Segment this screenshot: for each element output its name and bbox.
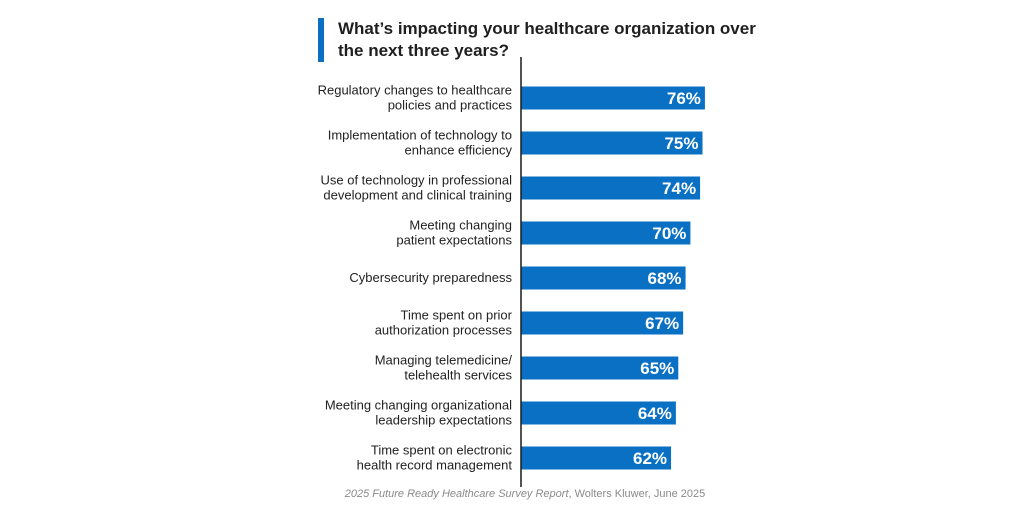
category-label-line: Cybersecurity preparedness (349, 270, 512, 285)
bar-8 (521, 401, 676, 425)
category-label-9: Time spent on electronic health record ma… (357, 443, 513, 473)
category-label-line: policies and practices (388, 98, 513, 113)
bar-7 (521, 356, 679, 380)
category-label-1: Regulatory changes to healthcare policies… (318, 83, 513, 113)
value-label-7: 65% (640, 359, 674, 378)
bar-1 (521, 86, 705, 110)
category-label-line: telehealth services (404, 368, 512, 383)
category-label-2: Implementation of technology to enhance e… (328, 128, 513, 158)
bar-3 (521, 176, 701, 200)
category-label-line: patient expectations (396, 233, 512, 248)
category-label-line: Meeting changing (409, 218, 512, 233)
source-note: 2025 Future Ready Healthcare Survey Repo… (300, 488, 750, 500)
value-label-2: 75% (664, 134, 698, 153)
bar-4 (521, 221, 691, 245)
category-label-7: Managing telemedicine/telehealth service… (375, 353, 513, 383)
category-label-line: development and clinical training (323, 188, 512, 203)
value-label-4: 70% (652, 224, 686, 243)
value-label-5: 68% (648, 269, 682, 288)
category-label-line: health record management (357, 458, 513, 473)
category-label-line: Meeting changing organizational (325, 398, 512, 413)
value-label-8: 64% (638, 404, 672, 423)
value-label-6: 67% (645, 314, 679, 333)
bar-5 (521, 266, 686, 290)
category-label-line: Time spent on prior (400, 308, 512, 323)
source-title: 2025 Future Ready Healthcare Survey Repo… (344, 488, 569, 500)
bars-group: 76% Regulatory changes to healthcare polic… (318, 83, 705, 473)
category-label-line: Use of technology in professional (320, 173, 512, 188)
value-label-3: 74% (662, 179, 696, 198)
category-label-line: enhance efficiency (405, 143, 513, 158)
category-label-line: Regulatory changes to healthcare (318, 83, 512, 98)
chart-title: What’s impacting your healthcare organiz… (338, 19, 756, 60)
bar-6 (521, 311, 684, 335)
value-label-1: 76% (667, 89, 701, 108)
category-label-line: Implementation of technology to (328, 128, 512, 143)
category-label-4: Meeting changing patient expectations (396, 218, 512, 248)
category-label-line: Managing telemedicine/ (375, 353, 513, 368)
category-label-line: Time spent on electronic (371, 443, 513, 458)
category-label-line: leadership expectations (375, 413, 512, 428)
source-rest: , Wolters Kluwer, June 2025 (568, 488, 706, 500)
bar-9 (521, 446, 672, 470)
category-label-3: Use of technology in professional develop… (320, 173, 512, 203)
category-label-8: Meeting changing organizational leadershi… (325, 398, 513, 428)
category-label-5: Cybersecurity preparedness (349, 270, 512, 285)
title-block: What’s impacting your healthcare organiz… (318, 18, 758, 62)
value-label-9: 62% (633, 449, 667, 468)
category-label-line: authorization processes (375, 323, 513, 338)
bar-2 (521, 131, 703, 155)
category-label-6: Time spent on prior authorization process… (375, 308, 513, 338)
